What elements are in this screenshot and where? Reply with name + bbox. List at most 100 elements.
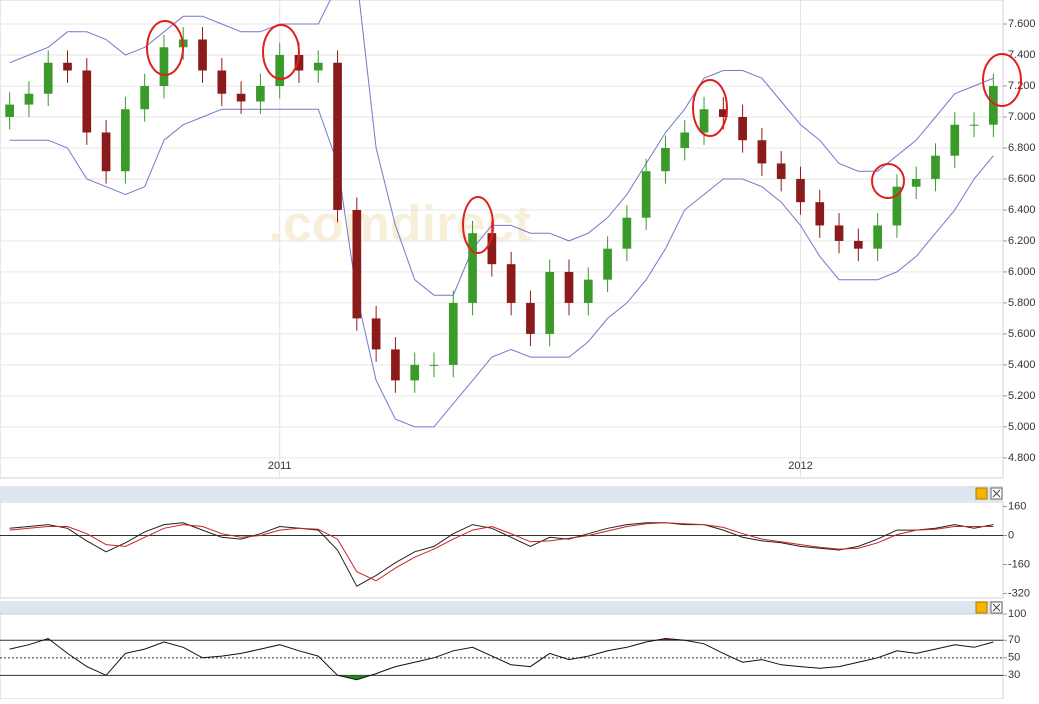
candle-body bbox=[468, 233, 477, 303]
close-glyph bbox=[992, 489, 1001, 498]
candle-body bbox=[82, 70, 92, 133]
candle-body bbox=[699, 109, 709, 133]
y-tick-label: 100 bbox=[1008, 608, 1026, 620]
candle-body bbox=[776, 163, 786, 179]
candle-body bbox=[834, 225, 844, 241]
candle-body bbox=[487, 233, 497, 265]
candle-body bbox=[661, 147, 670, 172]
candle-body bbox=[140, 85, 150, 110]
y-tick-label: 0 bbox=[1008, 529, 1014, 541]
x-tick-label: 2012 bbox=[788, 460, 812, 472]
series-line bbox=[9, 522, 994, 582]
y-tick-label: 6.600 bbox=[1008, 173, 1036, 185]
settings-icon[interactable] bbox=[975, 487, 988, 500]
y-tick-label: 30 bbox=[1008, 669, 1020, 681]
candle-body bbox=[545, 271, 555, 334]
settings-icon[interactable] bbox=[975, 601, 988, 614]
bollinger-band bbox=[9, 108, 994, 428]
y-tick-label: 6.200 bbox=[1008, 235, 1036, 247]
y-tick-label: 7.200 bbox=[1008, 80, 1036, 92]
candle-body bbox=[796, 178, 805, 203]
candle-body bbox=[583, 279, 593, 303]
candle-body bbox=[622, 217, 632, 249]
y-tick-label: 7.000 bbox=[1008, 111, 1036, 123]
y-tick-label: 6.800 bbox=[1008, 142, 1036, 154]
candle-body bbox=[506, 264, 516, 303]
candle-body bbox=[950, 124, 960, 156]
candle-body bbox=[63, 62, 72, 71]
highlight-circle bbox=[692, 79, 728, 137]
candle-body bbox=[989, 85, 998, 125]
candle-body bbox=[391, 349, 400, 381]
highlight-circle bbox=[262, 24, 300, 80]
candle-body bbox=[641, 171, 651, 218]
candle-body bbox=[603, 248, 612, 280]
y-tick-label: 5.200 bbox=[1008, 390, 1036, 402]
close-glyph bbox=[992, 603, 1001, 612]
candle-body bbox=[564, 271, 574, 303]
highlight-circle bbox=[146, 20, 184, 76]
candle-body bbox=[931, 155, 940, 179]
y-tick-label: 5.400 bbox=[1008, 359, 1036, 371]
candle-body bbox=[969, 124, 979, 126]
highlight-circle bbox=[462, 196, 494, 254]
x-tick-label: 2011 bbox=[268, 460, 292, 472]
candle-body bbox=[815, 202, 825, 226]
y-tick-label: 5.000 bbox=[1008, 421, 1036, 433]
y-tick-label: -320 bbox=[1008, 587, 1030, 599]
candle-body bbox=[718, 109, 728, 117]
candle-body bbox=[236, 93, 246, 102]
y-tick-label: 6.000 bbox=[1008, 266, 1036, 278]
candle-body bbox=[680, 132, 690, 148]
y-tick-label: 7.400 bbox=[1008, 49, 1036, 61]
candle-body bbox=[853, 240, 863, 249]
annotations bbox=[146, 20, 1022, 254]
y-tick-label: -160 bbox=[1008, 558, 1030, 570]
candle-body bbox=[738, 116, 747, 141]
highlight-circle bbox=[982, 53, 1022, 107]
y-tick-label: 6.400 bbox=[1008, 204, 1036, 216]
candle-body bbox=[526, 302, 535, 334]
y-tick-label: 7.600 bbox=[1008, 18, 1036, 30]
panel-plot bbox=[0, 637, 1003, 681]
candle-body bbox=[121, 109, 130, 172]
candle-body bbox=[371, 318, 381, 350]
macd-panel bbox=[0, 501, 1004, 599]
candle-body bbox=[159, 47, 169, 86]
y-tick-label: 5.800 bbox=[1008, 297, 1036, 309]
candle-body bbox=[757, 140, 767, 164]
candle-body bbox=[352, 209, 362, 319]
rsi-header bbox=[0, 601, 1003, 614]
y-tick-label: 4.800 bbox=[1008, 452, 1036, 464]
candle-body bbox=[43, 62, 53, 94]
candle-body bbox=[873, 225, 882, 249]
candle-body bbox=[275, 55, 285, 86]
candle-body bbox=[333, 62, 342, 210]
candle-body bbox=[101, 132, 111, 172]
highlight-circle bbox=[871, 163, 905, 199]
candle-body bbox=[313, 62, 323, 71]
y-tick-label: 5.600 bbox=[1008, 328, 1036, 340]
candle-body bbox=[217, 70, 227, 94]
y-tick-label: 160 bbox=[1008, 500, 1026, 512]
candle-body bbox=[429, 364, 439, 366]
candle-body bbox=[911, 178, 921, 187]
rsi-panel bbox=[0, 613, 1004, 700]
candle-body bbox=[448, 302, 458, 365]
candle-body bbox=[24, 93, 34, 105]
candle-body bbox=[198, 39, 207, 71]
series-line bbox=[9, 637, 994, 681]
series-line bbox=[9, 522, 994, 587]
y-tick-label: 50 bbox=[1008, 652, 1020, 664]
candle-body bbox=[892, 186, 902, 226]
candle-body bbox=[256, 85, 265, 102]
panel-plot bbox=[0, 522, 1003, 587]
candle-body bbox=[5, 104, 14, 117]
candle-body bbox=[410, 364, 420, 381]
candle-body bbox=[294, 55, 304, 71]
macd-header bbox=[0, 486, 1003, 501]
y-tick-label: 70 bbox=[1008, 634, 1020, 646]
